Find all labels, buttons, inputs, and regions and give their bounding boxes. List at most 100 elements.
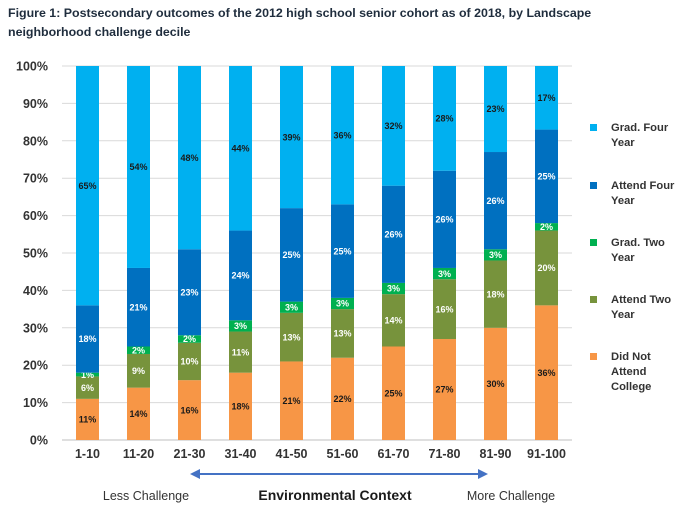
- legend-item: Grad. Two Year: [590, 237, 665, 264]
- data-label: 25%: [384, 388, 402, 398]
- bar-segment: [331, 357, 354, 440]
- bar-segment: [280, 301, 303, 313]
- bar-segment: [76, 398, 99, 440]
- figure-title: Figure 1: Postsecondary outcomes of the …: [8, 6, 592, 39]
- bar-segment: [535, 66, 558, 130]
- data-label: 14%: [384, 316, 402, 326]
- data-label: 32%: [384, 121, 402, 131]
- bar-stack: 16% 10% 2% 23% 48%: [178, 66, 201, 440]
- data-label: 18%: [231, 402, 249, 412]
- bar-segment: [382, 346, 405, 440]
- context-left-label: Less Challenge: [103, 489, 189, 503]
- bar-segment: [280, 312, 303, 362]
- data-label: 26%: [384, 230, 402, 240]
- legend-item: Attend Four Year: [590, 180, 675, 207]
- bar-segment: [229, 331, 252, 373]
- bar-segment: [382, 185, 405, 283]
- data-label: 3%: [438, 269, 451, 279]
- data-label: 39%: [282, 132, 300, 142]
- legend-label: Did Not Attend College: [611, 351, 651, 393]
- x-tick-label: 31-40: [225, 447, 257, 461]
- data-label: 26%: [435, 215, 453, 225]
- bar-segment: [331, 297, 354, 310]
- data-label: 27%: [435, 385, 453, 395]
- x-tick-label: 71-80: [429, 447, 461, 461]
- legend-label: Grad. Four Year: [611, 122, 669, 149]
- bar-segment: [535, 305, 558, 440]
- bar-stack: 18% 11% 3% 24% 44%: [229, 66, 252, 440]
- bar-stack: 30% 18% 3% 26% 23%: [484, 66, 507, 440]
- bar-segment: [76, 376, 99, 399]
- bar-stack: 14% 9% 2% 21% 54%: [127, 66, 150, 440]
- data-label: 25%: [537, 172, 555, 182]
- legend-swatch: [590, 124, 597, 131]
- bar-segment: [178, 66, 201, 250]
- environmental-context: Less Challenge Environmental Context More …: [103, 469, 555, 503]
- bar-segment: [229, 66, 252, 231]
- y-tick-label: 60%: [23, 209, 48, 223]
- data-label: 21%: [129, 302, 147, 312]
- bar-stack: 25% 14% 3% 26% 32%: [382, 66, 405, 440]
- bar-segment: [433, 267, 456, 280]
- legend-swatch: [590, 296, 597, 303]
- data-label: 16%: [180, 405, 198, 415]
- data-label: 36%: [537, 368, 555, 378]
- x-axis: 1-10 11-20 21-30 31-40 41-50 51-60 61-70 71-80 8…: [75, 447, 566, 461]
- bar-segment: [178, 249, 201, 336]
- bar-segment: [178, 335, 201, 343]
- data-label: 2%: [183, 334, 196, 344]
- bar-segment: [127, 66, 150, 268]
- bar-segment: [484, 249, 507, 261]
- data-label: 2%: [540, 222, 553, 232]
- bar-segment: [178, 342, 201, 381]
- data-label: 48%: [180, 153, 198, 163]
- data-label: 30%: [486, 379, 504, 389]
- bar-segment: [484, 260, 507, 328]
- bar-segment: [229, 320, 252, 332]
- x-tick-label: 51-60: [327, 447, 359, 461]
- bar-segment: [382, 282, 405, 295]
- x-tick-label: 91-100: [527, 447, 566, 461]
- data-label: 11%: [79, 415, 97, 425]
- data-label: 1%: [81, 370, 94, 380]
- data-label: 36%: [333, 130, 351, 140]
- bar-segment: [331, 66, 354, 205]
- x-tick-label: 21-30: [174, 447, 206, 461]
- y-tick-label: 50%: [23, 247, 48, 261]
- y-tick-label: 30%: [23, 321, 48, 335]
- data-label: 23%: [486, 104, 504, 114]
- data-label: 21%: [282, 396, 300, 406]
- bar-segment: [433, 170, 456, 268]
- bar-segment: [229, 372, 252, 440]
- bar-segment: [535, 223, 558, 231]
- y-tick-label: 80%: [23, 134, 48, 148]
- legend-label: Grad. Two Year: [611, 237, 665, 264]
- data-label: 65%: [78, 181, 96, 191]
- context-center-label: Environmental Context: [258, 487, 412, 503]
- data-label: 28%: [435, 114, 453, 124]
- bar-segment: [280, 361, 303, 440]
- bar-segment: [229, 230, 252, 321]
- bar-segment: [535, 230, 558, 306]
- legend-label: Attend Two Year: [611, 294, 671, 321]
- data-label: 20%: [537, 263, 555, 273]
- y-tick-label: 70%: [23, 172, 48, 186]
- data-label: 3%: [285, 302, 298, 312]
- bar-segment: [433, 66, 456, 171]
- bar-segment: [382, 294, 405, 347]
- bar-segment: [76, 66, 99, 306]
- data-label: 44%: [231, 143, 249, 153]
- bar-segment: [535, 129, 558, 224]
- data-label: 54%: [129, 162, 147, 172]
- bar-segment: [484, 66, 507, 153]
- data-label: 6%: [81, 383, 94, 393]
- bar-segment: [433, 339, 456, 440]
- bar-segment: [433, 279, 456, 340]
- bar-segment: [127, 387, 150, 440]
- data-label: 16%: [435, 304, 453, 314]
- data-label: 2%: [132, 345, 145, 355]
- bar-stack: 21% 13% 3% 25% 39%: [280, 66, 303, 440]
- x-tick-label: 41-50: [276, 447, 308, 461]
- bar-segment: [76, 372, 99, 377]
